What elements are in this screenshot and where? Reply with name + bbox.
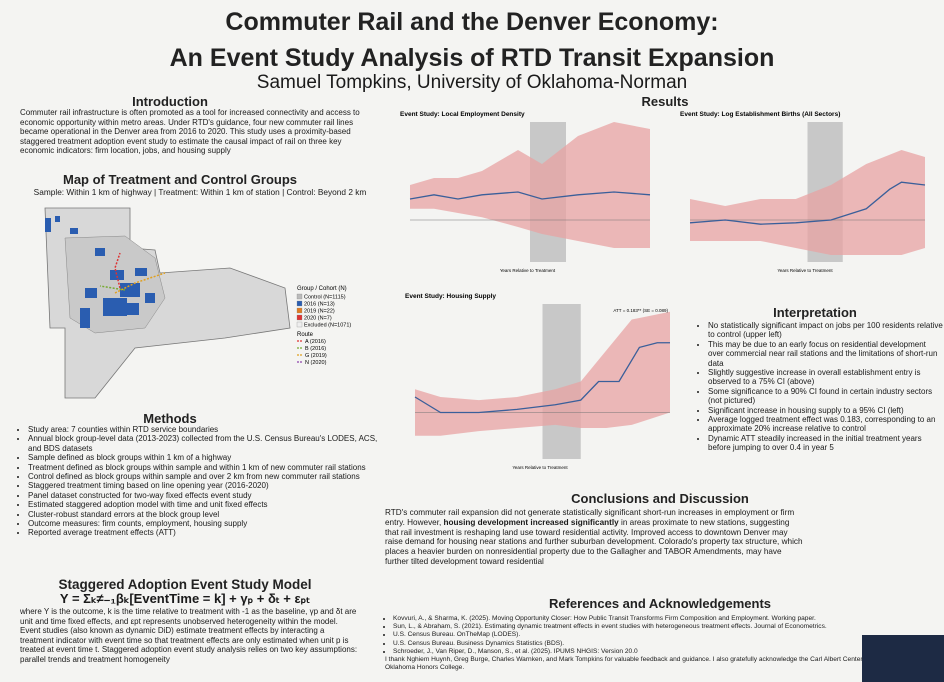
list-item: Slightly suggestive increase in overall …	[708, 368, 943, 387]
list-item: No statistically significant impact on j…	[708, 321, 943, 340]
list-item: Significant increase in housing supply t…	[708, 406, 943, 415]
reference-list: Kovvuri, A., & Sharma, K. (2025). Moving…	[385, 615, 938, 672]
x-axis-label: Years Relative to Treatment	[512, 465, 568, 470]
list-item: Dynamic ATT steadily increased in the in…	[708, 434, 943, 453]
list-item: Reported average treatment effects (ATT)	[28, 528, 378, 537]
bullet-list: No statistically significant impact on j…	[700, 321, 943, 453]
text-run: housing development increased significan…	[444, 518, 619, 527]
photo-corner	[862, 635, 944, 682]
chart-title: Event Study: Log Establishment Births (A…	[680, 111, 840, 118]
heading: Conclusions and Discussion	[385, 491, 935, 506]
list-item: Schroeder, J., Van Riper, D., Manson, S.…	[393, 648, 938, 656]
list-item: Estimated staggered adoption model with …	[28, 500, 378, 509]
treatment-window	[543, 304, 581, 459]
list-item: Sun, L., & Abraham, S. (2021). Estimatin…	[393, 623, 938, 631]
acknowledgement: I thank Nghiem Huynh, Greg Burge, Charle…	[385, 656, 938, 672]
heading: Staggered Adoption Event Study Model	[20, 577, 350, 592]
list-item: Cluster-robust standard errors at the bl…	[28, 510, 378, 519]
list-item: Average logged treatment effect was 0.18…	[708, 415, 943, 434]
equation: Y = Σₖ≠₋₁βₖ[EventTime = k] + γₚ + δₜ + ε…	[20, 591, 350, 607]
poster: Commuter Rail and the Denver Economy: An…	[0, 0, 944, 682]
heading: References and Acknowledgements	[385, 596, 935, 611]
list-item: U.S. Census Bureau. Business Dynamics St…	[393, 640, 938, 648]
paragraph: RTD's commuter rail expansion did not ge…	[385, 508, 805, 567]
list-item: This may be due to an early focus on res…	[708, 340, 943, 368]
x-axis-label: Years Relative to Treatment	[777, 268, 833, 273]
paragraph: where Y is the outcome, k is the time re…	[20, 607, 360, 665]
list-item: Kovvuri, A., & Sharma, K. (2025). Moving…	[393, 615, 938, 623]
list-item: U.S. Census Bureau. OnTheMap (LODES).	[393, 631, 938, 639]
heading: Interpretation	[690, 305, 940, 320]
chart-title: Event Study: Housing Supply	[405, 293, 496, 300]
annotation: ATT = 0.183** (SE = 0.089)	[613, 308, 668, 313]
chart-title: Event Study: Local Employment Density	[400, 111, 525, 118]
list-item: Some significance to a 90% CI found in c…	[708, 387, 943, 406]
list-item: Outcome measures: firm counts, employmen…	[28, 519, 378, 528]
x-axis-label: Years Relative to Treatment	[500, 268, 556, 273]
